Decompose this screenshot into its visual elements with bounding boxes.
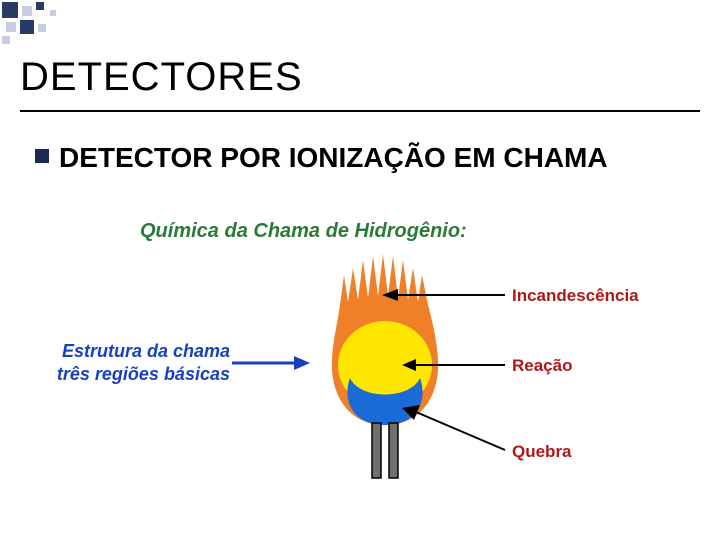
page-title: DETECTORES <box>20 55 303 100</box>
diagram-subtitle: Química da Chama de Hidrogênio: <box>140 220 467 243</box>
label-reacao: Reação <box>512 356 572 376</box>
label-quebra: Quebra <box>512 442 572 462</box>
bullet-text: DETECTOR POR IONIZAÇÃO EM CHAMA <box>59 140 608 175</box>
pointer-reacao-icon <box>400 350 510 380</box>
bullet-marker <box>35 149 49 163</box>
bullet-item: DETECTOR POR IONIZAÇÃO EM CHAMA <box>35 140 680 175</box>
pointer-incandescencia-icon <box>380 270 510 320</box>
pointer-quebra-icon <box>400 400 510 460</box>
title-underline <box>20 110 700 112</box>
left-label: Estrutura da chama três regiões básicas <box>30 340 230 387</box>
label-incandescencia: Incandescência <box>512 286 639 306</box>
flame-diagram: Estrutura da chama três regiões básicas … <box>0 250 720 510</box>
arrow-left-icon <box>232 354 310 372</box>
